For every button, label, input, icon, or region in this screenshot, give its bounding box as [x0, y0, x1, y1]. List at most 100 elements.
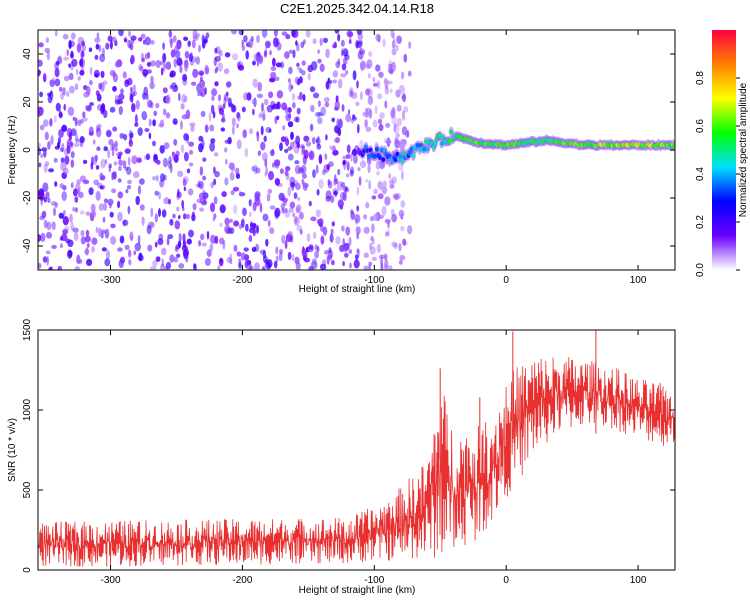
noise-speck: [318, 217, 324, 226]
spectrogram-x-label: Height of straight line (km): [299, 284, 416, 295]
noise-speck: [213, 178, 217, 186]
noise-speck: [378, 123, 384, 132]
noise-speck: [45, 231, 53, 239]
noise-speck: [240, 252, 246, 261]
noise-speck: [284, 240, 288, 250]
noise-speck: [62, 216, 69, 226]
noise-speck: [220, 127, 226, 132]
noise-speck: [397, 37, 402, 45]
noise-speck: [346, 30, 353, 38]
noise-speck: [393, 242, 398, 249]
noise-speck: [42, 182, 49, 192]
noise-speck: [58, 212, 65, 219]
noise-speck: [302, 94, 306, 102]
noise-speck: [223, 93, 229, 102]
snr-frame: [37, 329, 676, 571]
noise-speck: [43, 219, 48, 229]
noise-speck: [289, 201, 296, 209]
noise-speck: [70, 151, 75, 159]
noise-speck: [342, 261, 345, 267]
noise-speck: [122, 160, 127, 169]
noise-speck: [232, 186, 240, 192]
noise-speck: [295, 40, 298, 46]
noise-speck: [86, 106, 92, 112]
noise-speck: [309, 86, 316, 93]
noise-speck: [160, 67, 164, 76]
noise-speck: [109, 106, 116, 113]
noise-speck: [260, 108, 266, 118]
noise-speck: [391, 213, 397, 223]
noise-speck: [166, 237, 170, 246]
noise-speck: [213, 56, 217, 67]
noise-speck: [188, 229, 194, 238]
noise-speck: [141, 111, 148, 121]
noise-speck: [268, 91, 274, 99]
noise-speck: [305, 141, 312, 147]
noise-speck: [158, 233, 164, 241]
noise-speck: [291, 93, 296, 101]
noise-speck: [263, 135, 267, 142]
noise-speck: [117, 211, 123, 222]
noise-speck: [231, 117, 236, 127]
noise-speck: [258, 55, 263, 63]
noise-speck: [136, 157, 142, 163]
noise-speck: [148, 118, 152, 127]
noise-speck: [155, 59, 161, 69]
noise-speck: [178, 92, 181, 102]
noise-speck: [269, 77, 276, 83]
noise-speck: [376, 64, 380, 71]
noise-speck: [119, 235, 125, 244]
noise-speck: [257, 51, 261, 58]
noise-speck: [394, 123, 397, 128]
noise-speck: [76, 254, 81, 264]
noise-speck: [315, 164, 319, 174]
noise-speck: [249, 221, 254, 227]
noise-speck: [162, 108, 167, 116]
noise-speck: [267, 219, 271, 227]
noise-speck: [349, 169, 354, 177]
noise-speck: [273, 30, 278, 37]
noise-speck: [362, 112, 366, 117]
noise-speck: [157, 238, 164, 246]
noise-speck: [400, 225, 405, 232]
noise-speck: [292, 212, 296, 218]
noise-speck: [192, 203, 197, 211]
noise-speck: [310, 104, 315, 113]
noise-speck: [358, 176, 362, 186]
noise-speck: [204, 258, 211, 266]
noise-speck: [161, 247, 167, 256]
noise-speck: [314, 111, 321, 118]
noise-speck: [57, 265, 63, 270]
noise-speck: [243, 247, 249, 252]
noise-speck: [173, 138, 178, 146]
noise-speck: [38, 106, 44, 116]
noise-speck: [363, 265, 370, 270]
noise-speck: [63, 75, 70, 82]
noise-speck: [107, 149, 111, 159]
noise-speck: [357, 167, 361, 172]
noise-speck: [85, 104, 88, 111]
noise-speck: [184, 51, 190, 59]
noise-speck: [346, 161, 350, 171]
noise-speck: [281, 208, 286, 214]
noise-speck: [380, 256, 384, 267]
noise-speck: [189, 122, 196, 127]
noise-speck: [210, 138, 216, 144]
noise-speck: [53, 157, 58, 163]
noise-speck: [173, 256, 179, 263]
noise-speck: [150, 75, 154, 84]
noise-speck: [303, 135, 310, 142]
noise-speck: [209, 142, 216, 152]
noise-speck: [308, 200, 312, 207]
noise-speck: [47, 141, 51, 150]
noise-speck: [227, 97, 232, 107]
noise-speck: [395, 133, 400, 138]
noise-speck: [201, 40, 206, 49]
noise-speck: [94, 154, 98, 162]
noise-speck: [117, 178, 122, 183]
noise-speck: [73, 232, 79, 242]
noise-speck: [117, 247, 123, 252]
y-tick-label: 20: [22, 96, 33, 108]
noise-speck: [42, 256, 48, 263]
